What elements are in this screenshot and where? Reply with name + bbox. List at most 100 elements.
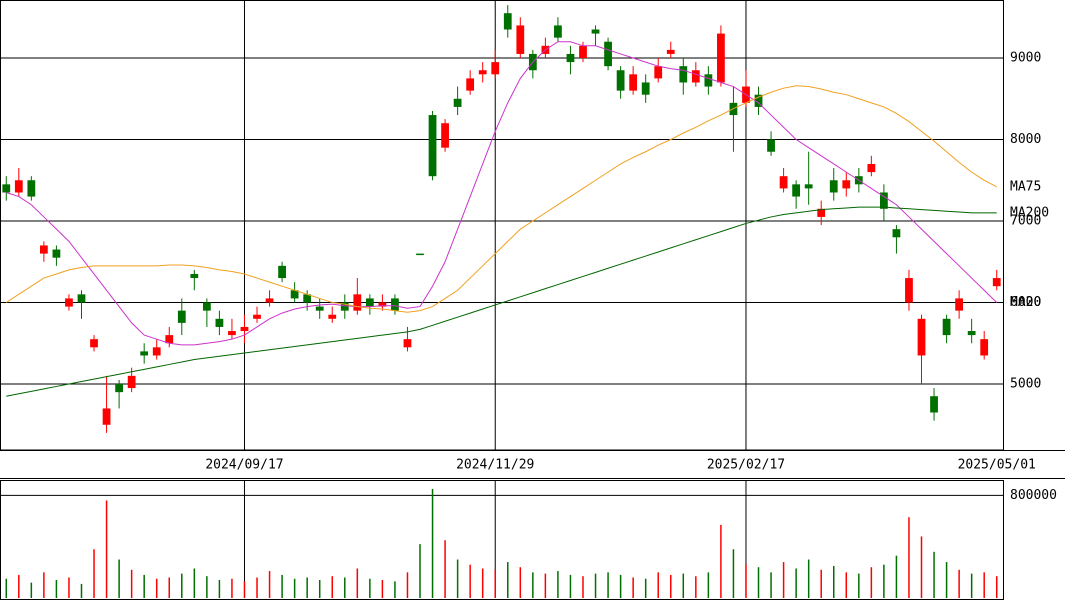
volume-bar [695, 576, 697, 598]
candle-body [90, 339, 98, 348]
volume-bar [431, 488, 434, 598]
candle-body [842, 180, 851, 189]
volume-bar [933, 551, 935, 598]
volume-bar [68, 577, 70, 598]
candle-body [152, 347, 161, 356]
volume-bar [268, 571, 271, 598]
candle-body [127, 375, 136, 389]
volume-bar [832, 565, 835, 598]
volume-bar [644, 578, 647, 598]
candle-body [365, 298, 374, 307]
moving-average-line [6, 206, 997, 397]
candle-body [942, 318, 951, 336]
volume-bar [155, 578, 158, 598]
volume-bar [507, 562, 509, 598]
candle-body [315, 306, 324, 311]
candle-body [77, 294, 86, 303]
candle-body [202, 302, 211, 311]
volume-bar [795, 568, 797, 598]
candle-body [416, 253, 424, 256]
volume-bar [557, 571, 559, 598]
volume-bar [193, 568, 196, 598]
candle-body [290, 290, 299, 299]
volume-bar [394, 581, 396, 598]
volume-bar [858, 573, 860, 598]
candle-body [228, 331, 236, 336]
candle-body [616, 70, 625, 91]
candle-body [240, 326, 249, 332]
candle-body [992, 278, 1001, 287]
candle-body [253, 314, 261, 319]
volume-bar [118, 559, 120, 598]
volume-bar [970, 573, 973, 598]
volume-bar [356, 568, 359, 598]
volume-bar [657, 572, 659, 598]
legend-label: MA20 [1010, 295, 1041, 310]
candle-body [190, 273, 199, 279]
moving-average-line [6, 41, 998, 346]
candle-body [441, 123, 449, 148]
volume-bar [632, 577, 634, 598]
volume-bar [594, 573, 597, 598]
volume-bar [481, 568, 484, 598]
candle-body [2, 184, 11, 193]
y-tick-label: 8000 [1010, 132, 1041, 147]
volume-bar [757, 567, 760, 598]
candle-body [641, 82, 650, 95]
moving-average-line [5, 85, 997, 313]
volume-bar [569, 574, 572, 598]
volume-bar [707, 572, 710, 598]
volume-bar [43, 572, 45, 598]
x-tick-label: 2024/11/29 [456, 458, 534, 473]
volume-bar [105, 500, 108, 598]
volume-bar [870, 567, 873, 598]
volume-bar [80, 583, 83, 598]
volume-bar [206, 576, 208, 598]
y-tick-label: 6000 [1010, 295, 1041, 310]
volume-bar [181, 573, 183, 598]
y-tick-label: 9000 [1010, 51, 1041, 66]
volume-bar [958, 569, 960, 598]
volume-bar [130, 569, 133, 598]
candle-body [679, 66, 688, 83]
volume-bar [256, 577, 258, 598]
volume-bar [494, 569, 496, 598]
volume-bar [619, 574, 622, 598]
volume-bar [845, 572, 848, 598]
volume-bar [607, 572, 609, 598]
legend-label: MA75 [1010, 179, 1041, 194]
volume-bar [682, 573, 685, 598]
volume-bar [883, 564, 885, 598]
candle-body [591, 29, 600, 34]
candle-body [917, 318, 926, 356]
legend-label: MA200 [1010, 205, 1049, 220]
volume-bar [218, 580, 221, 598]
candle-body [654, 66, 663, 79]
candle-body [428, 115, 437, 177]
candle-body [215, 318, 224, 327]
plot-layer [2, 5, 1001, 598]
volume-bar [732, 549, 735, 598]
candle-body [340, 302, 349, 311]
candle-body [466, 78, 475, 91]
volume-bar [168, 577, 171, 598]
candle-body [767, 139, 775, 152]
candle-body [867, 163, 876, 173]
candle-body [27, 180, 36, 197]
candle-body [52, 249, 61, 258]
candle-body [491, 62, 500, 75]
candle-body [39, 245, 48, 254]
label-layer: 5000 6000 7000 8000 9000 800000 2024/09/17 2024… [205, 51, 1057, 503]
candle-body [378, 302, 387, 307]
volume-bar [945, 562, 948, 598]
candle-body [303, 294, 312, 303]
candle-body [804, 184, 813, 189]
candle-body [704, 74, 713, 87]
volume-bar [544, 573, 547, 598]
candle-body [140, 351, 149, 356]
candle-body [829, 180, 838, 193]
x-tick-label: 2025/05/01 [958, 458, 1036, 473]
volume-bar [93, 549, 95, 598]
y-tick-label: 5000 [1010, 376, 1041, 391]
